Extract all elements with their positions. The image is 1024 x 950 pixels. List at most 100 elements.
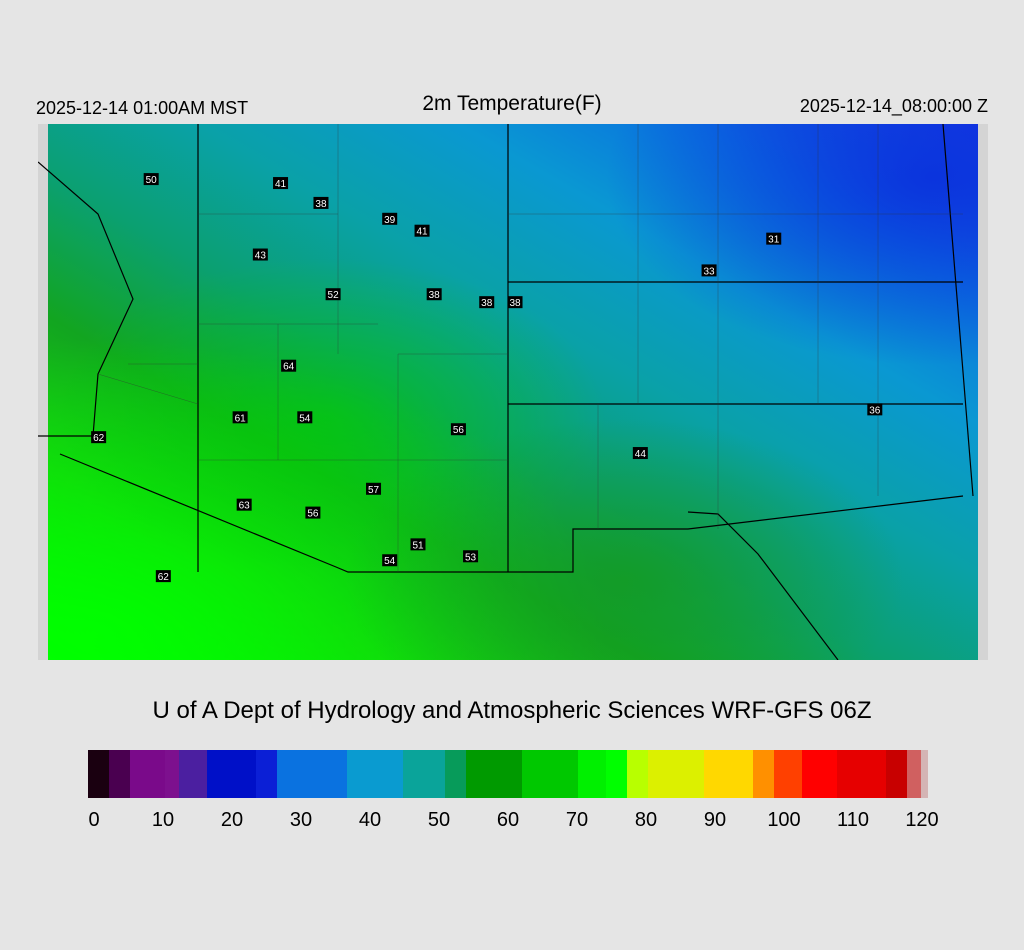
station-value: 38 <box>481 298 493 309</box>
station-label: 56 <box>450 423 466 436</box>
colorbar-segment <box>256 750 278 798</box>
colorbar-tick-label: 110 <box>837 809 869 831</box>
station-label-box <box>867 403 883 416</box>
colorbar-segment <box>445 750 467 798</box>
colorbar-segment <box>704 750 754 798</box>
station-value: 38 <box>429 290 441 301</box>
station-value: 56 <box>453 425 465 436</box>
colorbar-tick-label: 60 <box>496 809 520 831</box>
colorbar-segment <box>606 750 628 798</box>
colorbar-segment <box>109 750 131 798</box>
colorbar-tick-label: 10 <box>151 809 175 831</box>
station-label: 41 <box>414 224 430 238</box>
colorbar-segment <box>466 750 523 798</box>
colorbar-segment <box>837 750 887 798</box>
station-label-box <box>382 212 398 225</box>
station-label: 52 <box>325 288 341 301</box>
colorbar-tick-label: 20 <box>220 809 244 831</box>
station-label-box <box>281 359 297 372</box>
county-boundaries <box>97 124 963 572</box>
station-label: 38 <box>313 196 329 210</box>
station-label: 54 <box>297 411 313 424</box>
station-value: 38 <box>509 298 521 309</box>
temperature-map: 50 41 38 39 41 43 52 38 38 38 31 33 64 61 54 56 36 62 44 57… <box>38 124 988 660</box>
station-value: 39 <box>384 215 396 226</box>
station-label-box <box>766 232 782 245</box>
station-label-box <box>232 411 248 424</box>
station-label: 62 <box>155 570 171 583</box>
station-value: 38 <box>315 199 327 210</box>
station-label: 54 <box>382 554 398 567</box>
station-label-box <box>410 538 426 551</box>
colorbar-segment <box>179 750 208 798</box>
station-label-box <box>252 248 268 261</box>
station-label-box <box>701 264 717 277</box>
station-label-box <box>366 482 382 495</box>
station-label: 36 <box>867 403 883 416</box>
colorbar-segment <box>648 750 705 798</box>
colorbar-segment <box>774 750 803 798</box>
station-label-box <box>382 554 398 567</box>
colorbar-segment <box>753 750 775 798</box>
station-value: 63 <box>239 501 251 512</box>
station-label-box <box>273 177 289 190</box>
colorbar-segment <box>522 750 579 798</box>
temperature-colorbar <box>88 750 928 798</box>
station-label-box <box>426 288 442 301</box>
colorbar-segment <box>130 750 166 798</box>
station-label-box <box>305 506 321 519</box>
station-value: 52 <box>328 290 340 301</box>
station-label-box <box>479 296 495 309</box>
credit-line: U of A Dept of Hydrology and Atmospheric… <box>152 697 872 724</box>
colorbar-tick-label: 50 <box>427 809 451 831</box>
station-label: 57 <box>366 482 382 496</box>
colorbar-tick-label: 90 <box>703 809 727 831</box>
station-value: 51 <box>412 540 424 551</box>
station-label: 50 <box>143 173 159 186</box>
station-label-box <box>463 550 479 563</box>
colorbar-tick-label: 30 <box>289 809 313 831</box>
colorbar-segment <box>207 750 257 798</box>
station-value: 61 <box>235 413 247 424</box>
station-value: 64 <box>283 362 295 373</box>
map-title: 2m Temperature(F) <box>422 92 602 115</box>
colorbar-tick-label: 0 <box>88 809 100 831</box>
station-value: 41 <box>416 227 428 238</box>
station-label: 62 <box>91 431 107 444</box>
station-label: 41 <box>273 177 289 190</box>
colorbar-segment <box>627 750 649 798</box>
colorbar-segment <box>921 750 928 798</box>
station-label: 63 <box>236 498 252 512</box>
station-value: 57 <box>368 485 380 496</box>
station-label-box <box>450 423 466 436</box>
station-value: 56 <box>307 509 319 520</box>
station-label-box <box>325 288 341 301</box>
colorbar-segment <box>347 750 404 798</box>
station-label: 33 <box>701 264 717 277</box>
station-label: 64 <box>281 359 297 373</box>
station-label: 38 <box>426 288 442 301</box>
colorbar-segment <box>277 750 348 798</box>
station-label: 53 <box>463 550 479 563</box>
station-label: 51 <box>410 538 426 551</box>
colorbar-segment <box>802 750 838 798</box>
colorbar-segment <box>165 750 180 798</box>
station-label: 61 <box>232 411 248 424</box>
colorbar-segment <box>88 750 110 798</box>
station-value: 43 <box>255 251 267 262</box>
state-boundaries <box>38 124 974 660</box>
station-label: 56 <box>305 506 321 520</box>
colorbar-tick-label: 100 <box>767 809 801 831</box>
station-value: 54 <box>299 413 311 424</box>
colorbar-segment <box>403 750 446 798</box>
colorbar-segment <box>578 750 607 798</box>
station-label-box <box>143 173 159 186</box>
station-value: 31 <box>768 235 780 246</box>
temperature-field <box>48 124 978 660</box>
station-label-box <box>313 196 329 209</box>
station-label-box <box>236 498 252 511</box>
station-label: 39 <box>382 212 398 226</box>
station-value: 33 <box>704 266 716 277</box>
station-value: 36 <box>869 405 881 416</box>
station-label: 44 <box>632 447 648 460</box>
